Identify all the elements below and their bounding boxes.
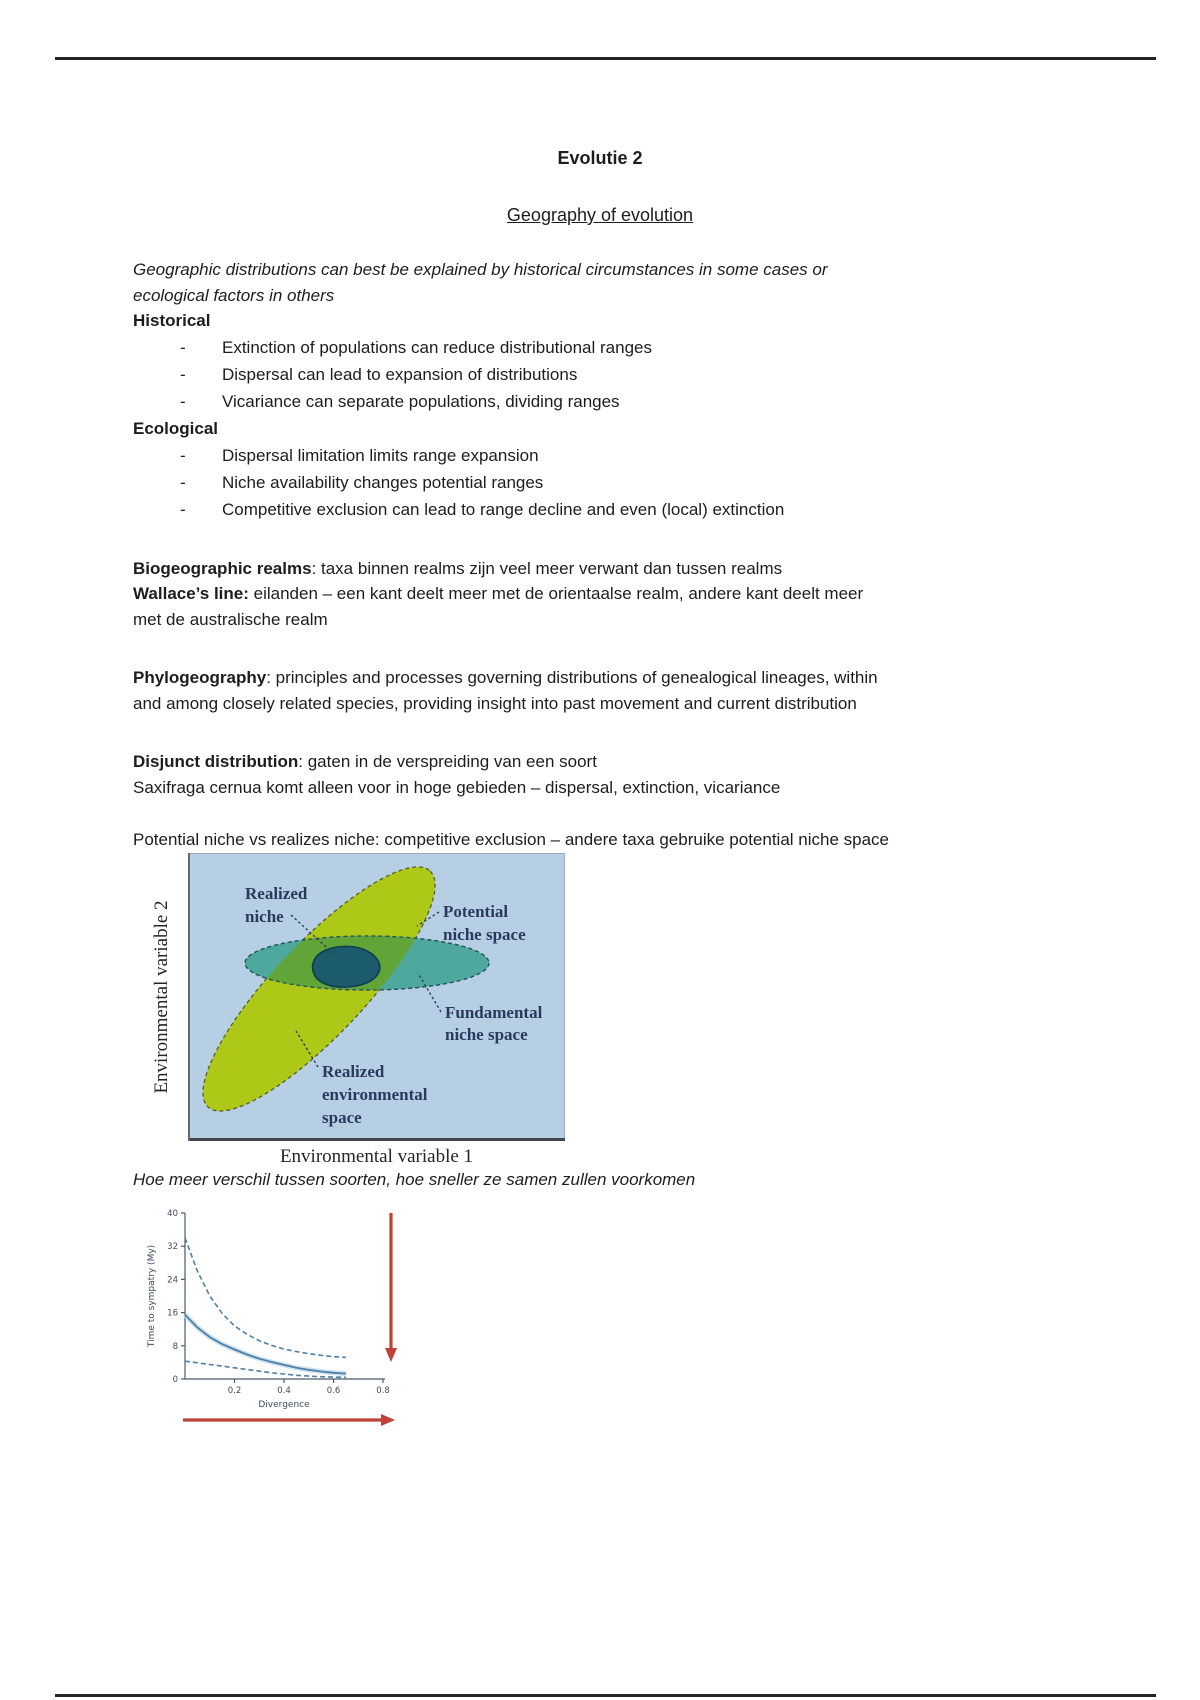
definition-line: met de australische realm xyxy=(133,609,328,629)
niche-diagram-y-axis-label: Environmental variable 2 xyxy=(151,900,172,1094)
bullet-text: Competitive exclusion can lead to range … xyxy=(222,500,785,519)
definition-term: Biogeographic realms xyxy=(133,559,312,578)
fundamental-niche-outline xyxy=(244,935,490,991)
intro-paragraph: Geographic distributions can best be exp… xyxy=(133,257,1093,308)
realized-niche-blob xyxy=(311,945,381,988)
definition-line: Disjunct distribution: gaten in de versp… xyxy=(133,749,1093,775)
list-item: - Dispersal limitation limits range expan… xyxy=(133,442,784,469)
bullet-text: Dispersal can lead to expansion of distr… xyxy=(222,365,578,384)
label-realized-niche-line1: Realized xyxy=(245,884,308,903)
list-item: - Extinction of populations can reduce di… xyxy=(133,334,652,361)
curve-dashed xyxy=(184,1360,346,1379)
label-potential-line2: niche space xyxy=(443,925,526,944)
x-tick-label: 0.6 xyxy=(327,1386,341,1396)
page-title: Evolutie 2 xyxy=(557,148,643,168)
label-fundamental-line2: niche space xyxy=(445,1025,528,1044)
niche-diagram-x-axis-label: Environmental variable 1 xyxy=(279,1146,474,1167)
top-horizontal-rule xyxy=(55,57,1156,60)
y-tick-label: 16 xyxy=(167,1309,178,1319)
definition-biogeographic-realms: Biogeographic realms: taxa binnen realms… xyxy=(133,556,1093,582)
definition-text: : principles and processes governing dis… xyxy=(266,668,878,687)
bullet-dash: - xyxy=(180,338,186,357)
definition-term: Wallace’s line: xyxy=(133,584,249,603)
leader-potential-niche xyxy=(416,911,440,927)
x-tick-label: 0.4 xyxy=(277,1386,291,1396)
intro-line-2: ecological factors in others xyxy=(133,285,335,305)
y-tick-label: 8 xyxy=(173,1342,178,1352)
list-item: - Vicariance can separate populations, di… xyxy=(133,388,652,415)
x-tick-label: 0.8 xyxy=(376,1386,390,1396)
bullet-dash: - xyxy=(180,392,186,411)
definition-line: Biogeographic realms: taxa binnen realms… xyxy=(133,556,1093,582)
label-realized-env-line1: Realized xyxy=(322,1062,385,1081)
bullet-dash: - xyxy=(180,365,186,384)
ecological-bullet-list: - Dispersal limitation limits range expan… xyxy=(133,442,784,523)
definition-line: Saxifraga cernua komt alleen voor in hog… xyxy=(133,777,781,797)
label-realized-env-line3: space xyxy=(322,1108,362,1127)
niche-plot-left-axis xyxy=(188,853,190,1141)
niche-diagram: Realized niche Potential niche space Fun… xyxy=(188,853,565,1141)
bullet-text: Niche availability changes potential ran… xyxy=(222,473,544,492)
definition-phylogeography: Phylogeography: principles and processes… xyxy=(133,665,1093,716)
red-horizontal-arrow-head xyxy=(381,1414,395,1426)
definition-text: eilanden – een kant deelt meer met de or… xyxy=(248,584,864,603)
list-item: - Competitive exclusion can lead to range… xyxy=(133,496,784,523)
bullet-text: Dispersal limitation limits range expans… xyxy=(222,446,539,465)
page-subtitle-text: Geography of evolution xyxy=(506,205,694,225)
label-fundamental-line1: Fundamental xyxy=(445,1003,543,1022)
intro-line-1: Geographic distributions can best be exp… xyxy=(133,260,828,279)
x-tick-label: 0.2 xyxy=(228,1386,242,1396)
bottom-horizontal-rule xyxy=(55,1694,1156,1697)
bullet-dash: - xyxy=(180,473,186,492)
time-to-sympatry-chart: 0 8 16 24 32 40 0.2 0.4 0.6 0.8 Divergence Time to … xyxy=(147,1209,397,1426)
definition-line: Wallace’s line: eilanden – een kant deel… xyxy=(133,581,1093,607)
y-tick-label: 0 xyxy=(173,1375,178,1385)
note-line: Hoe meer verschil tussen soorten, hoe sn… xyxy=(133,1170,696,1189)
y-tick-label: 24 xyxy=(167,1275,178,1285)
label-realized-niche-line2: niche xyxy=(245,907,284,926)
chart-x-axis-label: Divergence xyxy=(258,1400,310,1410)
niche-intro-line: Potential niche vs realizes niche: compe… xyxy=(133,830,890,849)
leader-realized-niche xyxy=(290,914,337,957)
historical-bullet-list: - Extinction of populations can reduce di… xyxy=(133,334,652,415)
definition-wallaces-line: Wallace’s line: eilanden – een kant deel… xyxy=(133,581,1093,632)
heading-ecological: Ecological xyxy=(133,419,219,438)
bullet-text: Extinction of populations can reduce dis… xyxy=(222,338,652,357)
bullet-dash: - xyxy=(180,500,186,519)
niche-plot-bottom-axis xyxy=(188,1138,565,1141)
list-item: - Dispersal can lead to expansion of dist… xyxy=(133,361,652,388)
chart-y-axis-label: Time to sympatry (My) xyxy=(147,1245,157,1348)
definition-text: : gaten in de verspreiding van een soort xyxy=(298,752,597,771)
label-potential-line1: Potential xyxy=(443,902,508,921)
definition-disjunct-distribution: Disjunct distribution: gaten in de versp… xyxy=(133,749,1093,800)
y-tick-label: 40 xyxy=(167,1209,178,1219)
definition-term: Phylogeography xyxy=(133,668,267,687)
y-tick-label: 32 xyxy=(167,1242,178,1252)
curve-mean xyxy=(184,1314,346,1375)
curve-dashed xyxy=(184,1237,346,1359)
label-realized-env-line2: environmental xyxy=(322,1085,428,1104)
definition-text: : taxa binnen realms zijn veel meer verw… xyxy=(311,559,783,578)
heading-historical: Historical xyxy=(133,311,211,330)
leader-realized-env-space xyxy=(295,1030,319,1068)
definition-term: Disjunct distribution xyxy=(133,752,299,771)
definition-line: Phylogeography: principles and processes… xyxy=(133,665,1093,691)
bullet-dash: - xyxy=(180,446,186,465)
red-vertical-arrow-head xyxy=(385,1348,397,1362)
bullet-text: Vicariance can separate populations, div… xyxy=(222,392,620,411)
definition-line: and among closely related species, provi… xyxy=(133,693,857,713)
page-subtitle: Geography of evolution xyxy=(0,202,1200,228)
list-item: - Niche availability changes potential ra… xyxy=(133,469,784,496)
